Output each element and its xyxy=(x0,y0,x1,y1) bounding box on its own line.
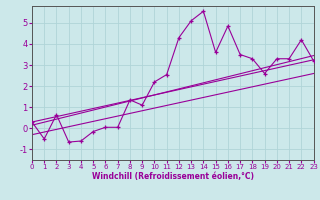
X-axis label: Windchill (Refroidissement éolien,°C): Windchill (Refroidissement éolien,°C) xyxy=(92,172,254,181)
